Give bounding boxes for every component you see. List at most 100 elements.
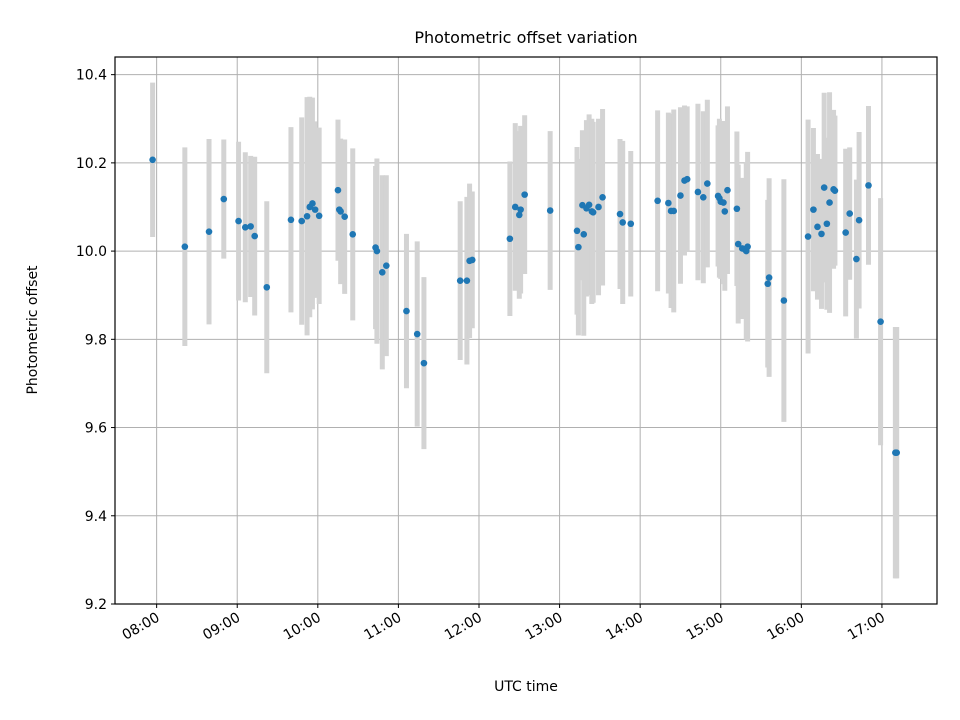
y-tick-label: 10.4 [76,68,107,84]
data-point [378,268,386,276]
data-point [315,212,323,220]
data-point [734,240,742,248]
x-axis-label: UTC time [494,679,558,695]
data-point [263,283,271,291]
data-point [403,307,410,315]
plot-frame [114,56,938,605]
data-point [251,232,258,240]
data-point [463,277,471,284]
data-point [341,213,348,220]
data-point [826,199,833,206]
x-tick-label: 16:00 [764,610,807,644]
x-tick-label: 10:00 [281,610,324,644]
data-point [665,199,672,207]
data-point [205,228,213,235]
data-point [704,180,711,187]
data-point [149,156,156,164]
data-point [820,184,828,191]
data-point [721,208,729,215]
data-point [220,195,228,203]
y-tick-label: 10.0 [76,244,107,260]
y-axis-label: Photometric offset [25,265,41,395]
data-point [804,233,812,240]
data-point [373,247,381,255]
y-tick-label: 9.8 [85,332,107,348]
data-point [420,359,428,367]
data-point [546,207,554,214]
data-points [149,156,901,456]
data-point [810,206,817,213]
data-point [337,208,344,215]
data-point [309,200,316,207]
data-point [893,449,901,456]
data-point [699,193,707,201]
data-point [683,175,691,183]
error-bars [150,82,900,579]
data-point [311,206,319,213]
data-point [383,262,390,269]
y-tick-label: 9.4 [85,509,107,525]
data-point [670,207,678,215]
data-point [733,205,741,213]
data-point [814,223,821,231]
data-point [515,211,523,219]
data-point [823,220,831,228]
y-tick-label: 9.6 [85,421,107,437]
data-point [235,217,242,225]
data-point [241,223,249,231]
x-tick-label: 15:00 [684,610,727,644]
data-point [506,235,514,243]
x-tick-label: 13:00 [523,610,566,644]
x-tick-label: 09:00 [200,610,243,644]
data-point [724,186,731,194]
data-point [616,210,624,218]
data-point [181,243,189,250]
data-point [865,182,872,189]
y-tick-label: 10.2 [76,156,107,172]
data-point [298,217,305,225]
data-point [599,193,606,201]
data-point [877,318,884,325]
data-point [818,230,825,238]
x-tick-label: 14:00 [603,610,646,644]
x-tick-label: 12:00 [442,610,485,644]
data-point [764,280,772,288]
data-point [765,274,773,281]
data-point [287,216,295,224]
data-point [627,220,635,228]
data-point [780,297,788,304]
data-point [413,330,421,338]
data-point [511,203,519,211]
x-tick-label: 11:00 [361,610,404,644]
x-tick-label: 17:00 [845,610,888,644]
data-point [589,208,597,216]
data-point [575,243,582,251]
data-point [595,203,602,211]
data-point [654,197,661,205]
data-point [303,212,311,220]
data-point [853,255,860,263]
data-point [677,192,684,199]
data-point [831,187,839,194]
data-point [744,243,751,250]
data-point [619,219,627,226]
data-point [468,256,476,264]
data-point [334,186,342,194]
data-point [349,231,357,238]
data-point [521,191,528,198]
data-point [846,210,853,217]
x-tick-label: 08:00 [120,610,163,644]
y-tick-label: 9.2 [85,597,107,613]
data-point [585,201,593,209]
data-point [456,277,464,284]
data-point [694,188,702,196]
data-point [855,216,863,224]
data-point [720,199,727,206]
data-point [842,229,849,236]
data-point [517,206,524,213]
data-point [573,227,581,235]
chart-title: Photometric offset variation [414,28,637,47]
data-point [580,231,588,238]
data-point [247,223,254,230]
